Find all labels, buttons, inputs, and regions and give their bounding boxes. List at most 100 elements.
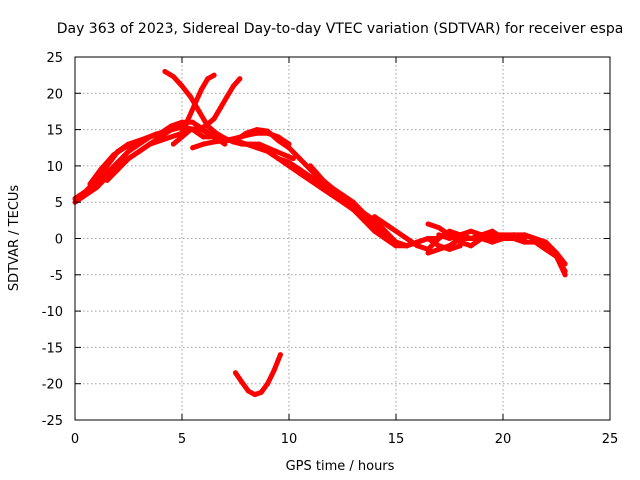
data-point bbox=[479, 232, 485, 238]
y-tick-label: -10 bbox=[42, 305, 63, 320]
chart-title: Day 363 of 2023, Sidereal Day-to-day VTE… bbox=[57, 21, 624, 37]
data-point bbox=[170, 141, 176, 147]
data-point bbox=[511, 236, 517, 241]
data-point bbox=[468, 243, 474, 249]
data-point bbox=[265, 128, 271, 134]
data-point bbox=[489, 236, 495, 241]
data-point bbox=[307, 177, 313, 183]
x-tick-label: 5 bbox=[178, 432, 186, 447]
data-point bbox=[205, 123, 211, 129]
series-arc-6 bbox=[162, 69, 296, 162]
data-point bbox=[404, 243, 410, 249]
y-tick-label: -20 bbox=[42, 378, 63, 393]
data-point bbox=[198, 87, 204, 93]
data-point bbox=[190, 145, 196, 151]
data-point bbox=[521, 232, 527, 238]
data-point bbox=[350, 203, 356, 209]
data-point bbox=[239, 379, 245, 385]
data-point bbox=[89, 185, 95, 191]
x-tick-label: 25 bbox=[602, 432, 619, 447]
x-tick-label: 15 bbox=[388, 432, 405, 447]
series-arc-16 bbox=[233, 352, 283, 398]
data-point bbox=[224, 94, 230, 100]
data-point bbox=[164, 128, 170, 134]
data-point bbox=[468, 236, 474, 241]
data-point bbox=[258, 389, 264, 395]
data-point bbox=[200, 134, 206, 140]
data-point bbox=[275, 138, 281, 143]
data-point bbox=[468, 228, 474, 234]
data-point bbox=[170, 74, 176, 80]
data-point bbox=[307, 163, 313, 169]
data-point bbox=[83, 192, 89, 198]
data-point bbox=[230, 83, 236, 89]
data-point bbox=[314, 170, 320, 176]
data-point bbox=[436, 225, 442, 231]
data-point bbox=[320, 177, 326, 183]
data-point bbox=[286, 145, 292, 151]
data-point bbox=[265, 381, 271, 387]
data-point bbox=[233, 370, 238, 376]
data-point bbox=[290, 156, 296, 162]
data-point bbox=[190, 119, 196, 125]
data-point bbox=[393, 239, 399, 245]
data-point bbox=[265, 145, 271, 151]
data-point bbox=[521, 239, 527, 245]
data-point bbox=[273, 148, 279, 154]
data-point bbox=[205, 130, 211, 136]
data-point bbox=[185, 116, 191, 122]
data-point bbox=[245, 388, 251, 394]
data-point bbox=[175, 125, 181, 131]
data-point bbox=[393, 228, 399, 234]
data-point bbox=[115, 159, 121, 165]
data-point bbox=[361, 214, 367, 220]
data-point bbox=[318, 185, 324, 191]
data-point bbox=[372, 214, 378, 220]
y-tick-label: 5 bbox=[55, 196, 63, 211]
data-point bbox=[286, 159, 292, 165]
y-axis-label: SDTVAR / TECUs bbox=[7, 185, 22, 292]
data-point bbox=[457, 239, 463, 245]
data-point bbox=[532, 236, 538, 241]
data-point bbox=[222, 138, 228, 143]
x-tick-label: 0 bbox=[71, 432, 79, 447]
x-tick-label: 10 bbox=[281, 432, 298, 447]
data-point bbox=[447, 236, 452, 241]
data-point bbox=[111, 152, 116, 158]
data-point bbox=[271, 368, 277, 374]
data-point bbox=[179, 134, 185, 140]
data-point bbox=[372, 221, 378, 227]
data-point bbox=[329, 185, 335, 191]
data-point bbox=[126, 148, 131, 154]
data-point bbox=[168, 134, 174, 140]
y-tick-label: -5 bbox=[50, 269, 63, 284]
data-point bbox=[277, 352, 283, 358]
data-point bbox=[211, 116, 217, 122]
data-point bbox=[200, 141, 206, 147]
data-point bbox=[188, 127, 194, 133]
data-point bbox=[248, 141, 253, 147]
data-point bbox=[196, 108, 202, 114]
data-point bbox=[104, 177, 110, 183]
series-arc-4 bbox=[87, 76, 243, 187]
series-arc-10 bbox=[297, 170, 399, 249]
data-point bbox=[254, 127, 260, 133]
data-point bbox=[211, 139, 217, 145]
y-tick-label: 25 bbox=[46, 51, 63, 66]
data-point bbox=[340, 196, 345, 202]
data-point bbox=[179, 83, 185, 89]
axis-ticks: 0 5 10 15 20 25 -25 -20 -15 -10 -5 0 5 10 15 20 25 bbox=[42, 51, 619, 447]
y-tick-label: 20 bbox=[46, 87, 63, 102]
data-point bbox=[179, 119, 185, 125]
data-point bbox=[205, 76, 211, 82]
data-point bbox=[425, 236, 431, 241]
series-group bbox=[72, 69, 568, 398]
data-point bbox=[243, 130, 249, 136]
data-point bbox=[282, 152, 288, 158]
data-point bbox=[188, 94, 194, 100]
data-point bbox=[297, 170, 303, 176]
data-point bbox=[297, 167, 303, 172]
data-point bbox=[329, 192, 335, 198]
data-point bbox=[121, 145, 127, 151]
